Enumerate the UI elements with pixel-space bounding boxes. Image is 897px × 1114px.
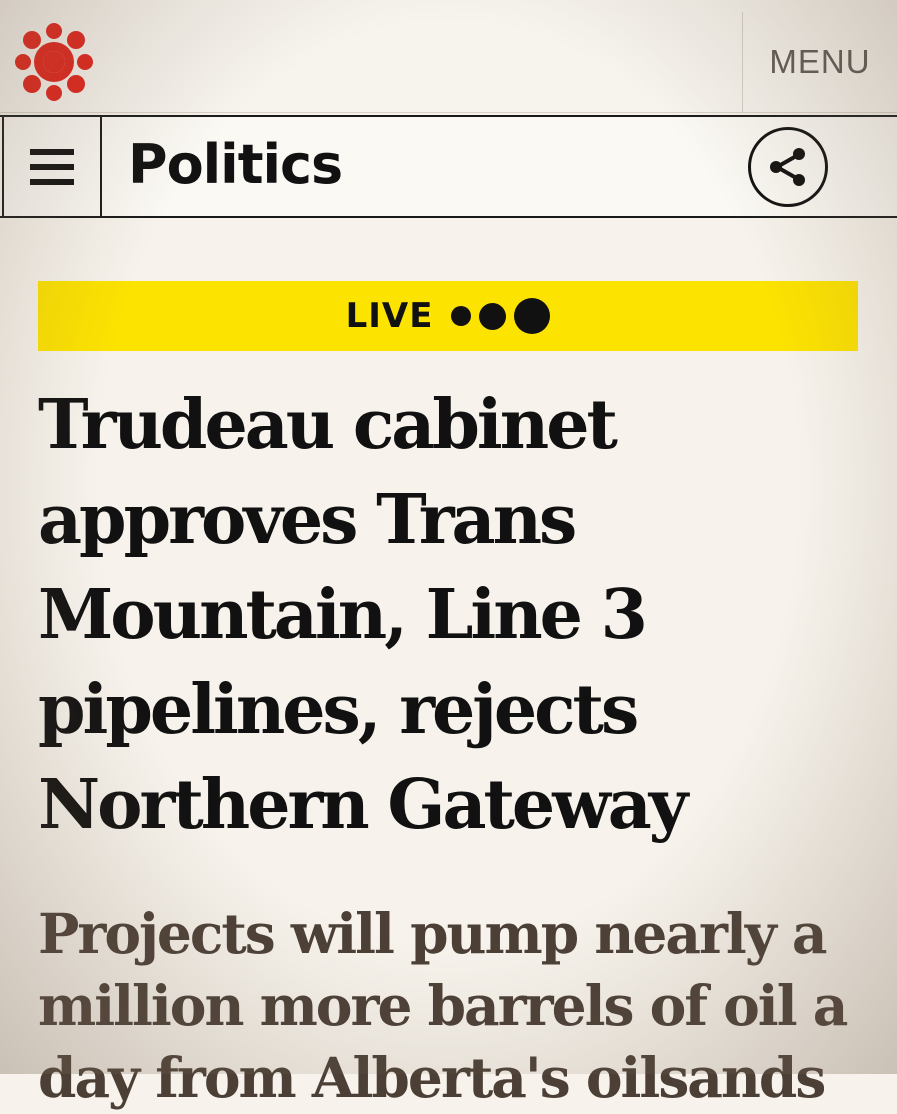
section-title[interactable]: Politics (128, 133, 343, 196)
hamburger-icon[interactable] (2, 117, 102, 216)
article-headline: Trudeau cabinet approves Trans Mountain,… (38, 385, 688, 845)
article-dek: Projects will pump nearly a million more… (38, 901, 848, 1110)
menu-label: MENU (769, 43, 871, 80)
menu-button[interactable]: MENU (742, 12, 897, 112)
section-bar: Politics (0, 115, 897, 218)
live-label: LIVE (345, 296, 434, 336)
live-dots-icon (451, 298, 551, 334)
share-button[interactable] (748, 127, 828, 207)
live-banner[interactable]: LIVE (38, 281, 858, 351)
share-icon (770, 148, 805, 186)
top-bar: MENU (0, 0, 897, 113)
cbc-gem-logo[interactable] (14, 22, 94, 102)
